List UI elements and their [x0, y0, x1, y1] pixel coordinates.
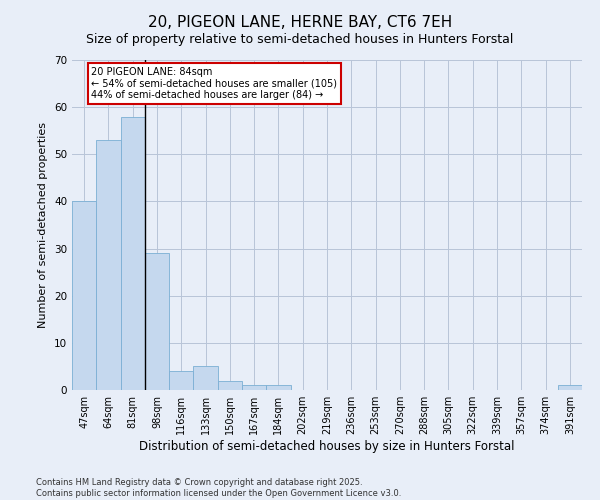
- Bar: [121, 116, 145, 390]
- X-axis label: Distribution of semi-detached houses by size in Hunters Forstal: Distribution of semi-detached houses by …: [139, 440, 515, 453]
- Text: 20, PIGEON LANE, HERNE BAY, CT6 7EH: 20, PIGEON LANE, HERNE BAY, CT6 7EH: [148, 15, 452, 30]
- Bar: [266, 386, 290, 390]
- Bar: [169, 371, 193, 390]
- Bar: [96, 140, 121, 390]
- Bar: [193, 366, 218, 390]
- Bar: [72, 202, 96, 390]
- Bar: [558, 386, 582, 390]
- Text: Contains HM Land Registry data © Crown copyright and database right 2025.
Contai: Contains HM Land Registry data © Crown c…: [36, 478, 401, 498]
- Bar: [242, 386, 266, 390]
- Text: Size of property relative to semi-detached houses in Hunters Forstal: Size of property relative to semi-detach…: [86, 32, 514, 46]
- Text: 20 PIGEON LANE: 84sqm
← 54% of semi-detached houses are smaller (105)
44% of sem: 20 PIGEON LANE: 84sqm ← 54% of semi-deta…: [91, 67, 337, 100]
- Bar: [218, 380, 242, 390]
- Bar: [145, 254, 169, 390]
- Y-axis label: Number of semi-detached properties: Number of semi-detached properties: [38, 122, 49, 328]
